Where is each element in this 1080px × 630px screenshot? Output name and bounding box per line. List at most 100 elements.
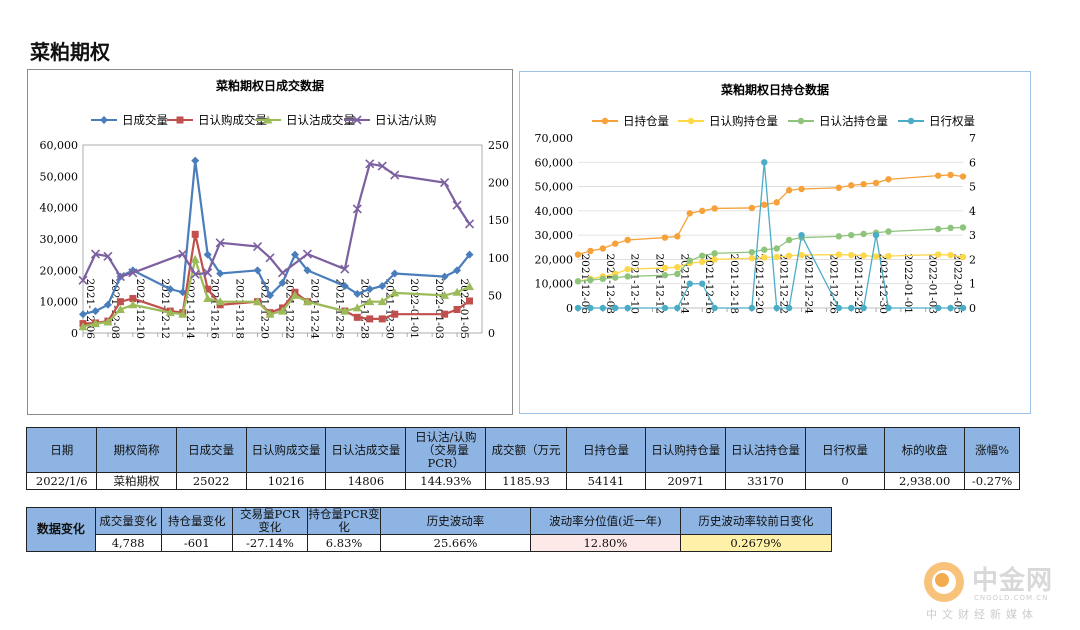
data-point <box>103 251 113 261</box>
data-point <box>959 253 967 261</box>
data-change-header-6: 历史波动率较前日变化 <box>679 507 833 535</box>
data-point <box>378 282 387 290</box>
data-point <box>848 251 855 259</box>
watermark-tagline: 中文财经新媒体 <box>926 608 1038 621</box>
data-point <box>748 304 756 312</box>
daily-summary-header-4: 日认沽成交量 <box>325 427 407 473</box>
daily-summary-header-8: 日认购持仓量 <box>645 427 727 473</box>
data-point <box>698 258 706 266</box>
daily-summary-value-5: 144.93% <box>405 472 487 490</box>
data-point <box>302 297 312 306</box>
data-point <box>340 306 350 315</box>
data-point <box>599 275 607 283</box>
data-point <box>872 253 880 260</box>
data-point <box>353 289 362 298</box>
data-point <box>365 297 375 306</box>
data-point <box>587 276 594 284</box>
data-change-header-0: 成交量变化 <box>94 507 162 535</box>
data-point <box>452 200 462 210</box>
daily-summary-header-2: 日成交量 <box>175 427 247 473</box>
x-tick-label: 2022-01-01 <box>408 278 420 339</box>
x-tick-label: 2021-12-12 <box>654 253 666 314</box>
daily-summary-header-9: 日认沽持仓量 <box>725 427 806 473</box>
logo-mark-icon <box>924 562 964 602</box>
data-change-header-2: 交易量PCR 变化 <box>231 507 309 535</box>
data-point <box>773 199 780 206</box>
daily-summary-value-0: 2022/1/6 <box>25 472 98 490</box>
data-change-row-header: 数据变化 <box>26 507 96 552</box>
data-point <box>848 304 855 312</box>
data-point <box>204 285 212 293</box>
data-point <box>698 252 706 259</box>
y2-tick-label: 200 <box>488 177 509 190</box>
data-point <box>302 249 313 259</box>
x-tick-label: 2021-12-08 <box>604 253 616 314</box>
x-tick-label: 2021-12-16 <box>703 253 715 314</box>
data-point <box>624 273 631 280</box>
y2-tick-label: 50 <box>488 289 502 302</box>
data-point <box>166 285 175 294</box>
y-tick-label: 30,000 <box>40 233 79 246</box>
data-point <box>303 266 312 275</box>
y-tick-label: 40,000 <box>40 202 79 215</box>
data-point <box>798 251 805 259</box>
legend: 日持仓量 日认购持仓量 日认沽持仓量 日行权量 <box>592 114 975 128</box>
data-point <box>253 266 262 275</box>
data-point <box>440 178 450 188</box>
y-tick-label: 0 <box>71 327 78 340</box>
data-change-header-1: 持仓量变化 <box>160 507 233 535</box>
data-point <box>178 309 188 318</box>
data-point <box>203 268 213 278</box>
data-point <box>959 304 967 312</box>
data-point <box>674 264 681 271</box>
x-tick-label: 2021-12-28 <box>358 278 370 339</box>
data-point <box>661 264 669 272</box>
legend-marker <box>907 117 915 125</box>
data-point <box>365 159 375 169</box>
data-point <box>352 204 362 214</box>
y-tick-label: 60,000 <box>40 139 79 152</box>
daily-summary-value-7: 54141 <box>565 472 647 490</box>
data-point <box>934 225 942 233</box>
data-point <box>216 269 225 278</box>
chart-title: 菜粕期权日成交数据 <box>215 78 324 93</box>
legend-marker <box>100 116 108 124</box>
daily-summary-value-row: 2022/1/6 菜粕期权 25022 10216 14806 144.93% 1185.9… <box>25 472 1020 490</box>
data-point <box>761 159 768 166</box>
data-change-value-0: 4,788 <box>94 534 162 552</box>
legend-marker <box>352 115 362 125</box>
y-tick-label: 0 <box>566 302 573 315</box>
data-point <box>78 322 88 331</box>
data-point <box>885 228 892 235</box>
y2-tick-label: 7 <box>969 132 976 145</box>
data-point <box>440 272 449 281</box>
data-point <box>624 265 631 273</box>
y-tick-label: 40,000 <box>535 205 574 218</box>
y-tick-label: 50,000 <box>40 170 79 183</box>
data-point <box>661 272 669 279</box>
x-tick-label: 2021-12-10 <box>134 278 146 339</box>
daily-summary-value-2: 25022 <box>175 472 247 490</box>
data-point <box>959 173 967 180</box>
daily-summary-value-4: 14806 <box>325 472 407 490</box>
x-tick-label: 2021-12-24 <box>803 253 815 314</box>
data-point <box>103 317 113 326</box>
legend-label: 日认沽成交量 <box>286 113 355 127</box>
data-point <box>215 297 225 306</box>
series-日认沽/认购 <box>78 159 475 285</box>
data-point <box>947 171 954 179</box>
y-tick-label: 50,000 <box>535 181 574 194</box>
data-point <box>390 170 400 180</box>
page-title: 菜粕期权 <box>30 40 110 64</box>
data-point <box>686 210 693 217</box>
data-point <box>947 224 954 232</box>
data-point <box>674 304 681 312</box>
data-point <box>466 297 474 305</box>
daily-summary-value-8: 20971 <box>645 472 727 490</box>
data-point <box>785 252 793 259</box>
data-point <box>612 304 619 312</box>
data-point <box>278 306 287 315</box>
y2-tick-label: 6 <box>969 156 976 169</box>
data-point <box>711 304 718 312</box>
data-point <box>265 253 275 263</box>
